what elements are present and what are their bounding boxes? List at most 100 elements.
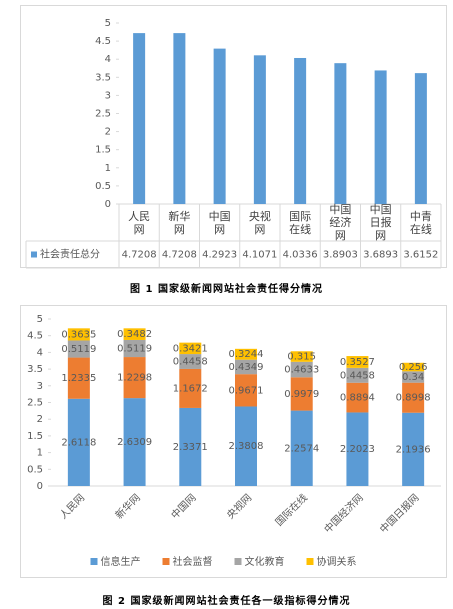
legend-key <box>31 251 37 258</box>
legend-label: 文化教育 <box>245 555 285 568</box>
data-label: 2.2023 <box>340 444 375 455</box>
y-tick-label: 2.5 <box>95 109 111 120</box>
data-label: 0.34 <box>402 372 424 383</box>
category-text: 国际在线 <box>289 209 312 236</box>
data-label: 0.4349 <box>229 362 264 373</box>
caption: 图 2 国家级新闻网站社会责任各一级指标得分情况 <box>102 596 351 607</box>
data-label: 0.256 <box>399 362 428 373</box>
caption: 图 1 国家级新闻网站社会责任得分情况 <box>130 284 323 295</box>
bar-segment <box>235 374 257 407</box>
table-value: 4.1071 <box>242 250 277 261</box>
category-text: 人民网 <box>128 209 151 236</box>
bar-segment <box>67 357 90 399</box>
bar-segment <box>123 339 146 358</box>
table-value: 4.7208 <box>122 250 157 261</box>
y-tick-label: 3 <box>105 90 111 101</box>
bar <box>334 63 347 204</box>
y-tick-label: 1.5 <box>27 431 43 442</box>
bar-segment <box>402 382 425 413</box>
data-label: 0.3482 <box>117 329 152 340</box>
x-tick-label: 中国网 <box>168 491 198 521</box>
x-tick-label: 新华网 <box>112 491 142 521</box>
y-tick-label: 5 <box>37 314 43 325</box>
data-label: 0.3421 <box>173 343 208 354</box>
bar <box>213 48 226 204</box>
x-tick-label: 人民网 <box>57 492 87 522</box>
x-tick-label: 中国经济网 <box>320 203 360 242</box>
bar-segment <box>123 328 146 340</box>
x-tick-label: 央视网 <box>240 204 280 241</box>
category-text: 中国经济网 <box>329 203 352 242</box>
category-text: 央视网 <box>248 209 271 236</box>
data-label: 1.2298 <box>117 373 152 384</box>
legend-label: 社会监督 <box>173 555 213 568</box>
x-tick-label: 新华网 <box>159 204 199 241</box>
bar-segment <box>290 410 313 486</box>
data-label: 0.3527 <box>340 357 375 368</box>
bar-segment <box>346 356 369 368</box>
x-tick-label: 国际在线 <box>280 204 320 241</box>
bar-segment <box>290 351 313 362</box>
y-tick-label: 0 <box>105 199 111 210</box>
legend-label: 社会责任总分 <box>40 248 100 261</box>
y-tick-label: 2 <box>105 127 111 138</box>
y-tick-label: 0.5 <box>95 181 111 192</box>
data-label: 0.4458 <box>340 370 375 381</box>
bar-segment <box>67 398 90 486</box>
data-label: 0.5119 <box>61 344 96 355</box>
bar-segment <box>346 382 369 413</box>
data-label: 2.1936 <box>396 444 431 455</box>
y-tick-label: 3.5 <box>27 364 43 375</box>
legend-key <box>306 558 314 565</box>
x-tick-label: 人民网 <box>119 204 159 241</box>
data-label: 0.4633 <box>284 365 319 376</box>
bar-segment <box>346 412 369 486</box>
chart-svg: 0 0.5 1 1.5 2 2.5 3 3.5 4 4.5 5 社会责任总分 4.7208 4.7208 4… <box>25 18 442 269</box>
data-label: 0.3635 <box>61 329 96 340</box>
bar-segment <box>402 362 425 372</box>
bar-segment <box>235 359 257 375</box>
y-tick-label: 1 <box>105 163 111 174</box>
y-tick-label: 0.5 <box>27 464 43 475</box>
bar-segment <box>123 398 146 486</box>
bar-segment <box>290 377 313 411</box>
data-label: 0.9671 <box>229 385 264 396</box>
legend-key <box>234 558 242 565</box>
x-tick-label: 中国网 <box>200 204 240 241</box>
y-tick-label: 2.5 <box>27 398 43 409</box>
bar-segment <box>179 354 202 369</box>
table-value: 3.8903 <box>323 250 358 261</box>
category-text: 新华网 <box>168 209 191 236</box>
x-tick-label: 央视网 <box>224 491 254 521</box>
table-value: 3.6893 <box>363 250 398 261</box>
bar <box>374 70 387 204</box>
y-tick-label: 1.5 <box>95 145 111 156</box>
data-label: 1.1672 <box>173 383 208 394</box>
bar-segment <box>235 406 257 486</box>
data-label: 2.6309 <box>117 437 152 448</box>
y-tick-label: 1 <box>37 448 43 459</box>
table-value: 4.0336 <box>283 250 318 261</box>
bar <box>253 55 266 204</box>
x-tick-label: 中国日报网 <box>361 203 401 242</box>
data-label: 0.4458 <box>173 357 208 368</box>
data-label: 0.3244 <box>229 349 264 360</box>
legend-label: 协调关系 <box>317 555 357 568</box>
category-text: 中青在线 <box>409 209 432 236</box>
x-tick-label: 中国日报网 <box>377 491 422 536</box>
data-label: 2.6118 <box>61 437 96 448</box>
bar-segment <box>402 412 425 486</box>
y-tick-label: 4 <box>37 347 43 358</box>
y-tick-label: 4.5 <box>95 36 111 47</box>
bar-segment <box>235 348 257 360</box>
x-tick-label: 国际在线 <box>272 491 309 528</box>
chart-svg: 0 0.5 1 1.5 2 2.5 3 3.5 4 4.5 5 2.6118 1.2335 0.5119 0… <box>27 314 441 568</box>
data-label: 0.5119 <box>117 344 152 355</box>
data-label: 0.8998 <box>396 393 431 404</box>
chart-2: 0 0.5 1 1.5 2 2.5 3 3.5 4 4.5 5 2.6118 1.2335 0.5119 0… <box>20 305 447 578</box>
bar-segment <box>402 371 425 383</box>
data-label: 0.9979 <box>284 389 319 400</box>
data-label: 0.8894 <box>340 393 375 404</box>
bar-segment <box>67 328 90 341</box>
